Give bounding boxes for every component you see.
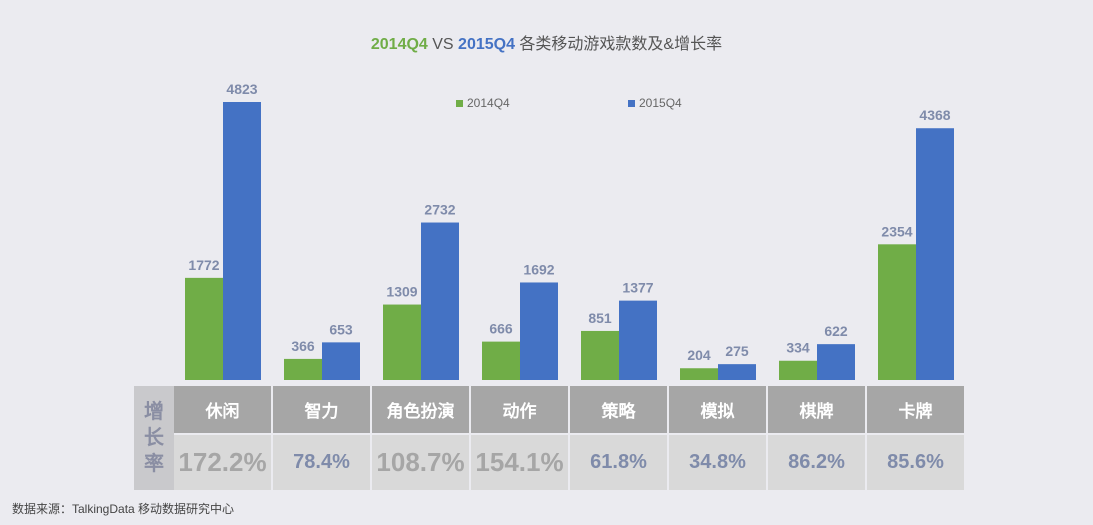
legend-item-2015: 2015Q4 [628,96,682,110]
category-cell: 卡牌 [867,386,966,433]
category-cell: 休闲 [174,386,273,433]
growth-rate-cell: 108.7% [372,435,471,490]
bar-2015-6 [817,344,855,380]
bar-2015-1 [322,342,360,380]
legend-label-2014: 2014Q4 [467,96,510,110]
category-cell: 智力 [273,386,372,433]
title-vs: VS [427,36,459,53]
category-cell: 角色扮演 [372,386,471,433]
data-label-2015-6: 622 [824,323,848,339]
growth-rate-cell: 85.6% [867,435,966,490]
source-note: 数据来源：TalkingData 移动数据研究中心 [12,502,235,516]
data-label-2014-7: 2354 [881,223,912,239]
legend-label-2015: 2015Q4 [639,96,682,110]
bar-2015-4 [619,300,657,380]
bar-2015-2 [421,222,459,380]
data-label-2015-4: 1377 [622,280,653,296]
data-label-2014-5: 204 [687,347,711,363]
bar-2015-5 [718,364,756,380]
legend-swatch-2015 [628,99,635,107]
title-series-b: 2015Q4 [458,36,515,53]
bar-2014-3 [482,341,520,380]
bar-2014-5 [680,368,718,380]
growth-rate-cell: 34.8% [669,435,768,490]
data-label-2014-4: 851 [588,310,612,326]
legend-swatch-2014 [456,99,463,107]
data-label-2015-0: 4823 [226,81,257,97]
bar-2015-0 [223,102,261,380]
title-series-a: 2014Q4 [370,36,428,53]
row-label-char: 增 [144,401,164,423]
row-label-char: 长 [144,427,164,449]
bar-2015-3 [520,282,558,380]
chart-title: 2014Q4 VS 2015Q4 各类移动游戏款数及&增长率 [0,30,1093,54]
category-cell: 棋牌 [768,386,867,433]
category-cell: 模拟 [669,386,768,433]
bar-2015-7 [916,128,954,380]
data-label-2015-2: 2732 [424,202,455,218]
category-cell: 策略 [570,386,669,433]
bar-2014-7 [878,244,916,380]
row-label-char: 率 [144,453,164,475]
growth-rate-row-label: 增 长 率 [134,386,174,490]
data-label-2014-6: 334 [786,340,810,356]
growth-rate-table: 增 长 率 休闲 172.2% 智力 78.4% 角色扮演 108.7% 动作 154.1% 策… [134,386,966,490]
category-cell: 动作 [471,386,570,433]
data-label-2015-7: 4368 [919,107,950,123]
growth-rate-cell: 61.8% [570,435,669,490]
bar-2014-6 [779,360,817,380]
growth-rate-cell: 172.2% [174,435,273,490]
growth-rate-cell: 86.2% [768,435,867,490]
bar-2014-2 [383,304,421,380]
growth-rate-cell: 154.1% [471,435,570,490]
growth-rate-cell: 78.4% [273,435,372,490]
data-label-2015-1: 653 [329,321,353,337]
bar-2014-0 [185,277,223,380]
data-label-2014-2: 1309 [386,284,417,300]
data-label-2015-5: 275 [725,343,749,359]
data-label-2014-0: 1772 [188,257,219,273]
data-label-2015-3: 1692 [523,261,554,277]
data-label-2014-1: 366 [291,338,315,354]
bar-chart: 1772 4823 366 653 1309 2732 666 1692 851 1377 204 2… [185,81,954,380]
title-rest: 各类移动游戏款数及&增长率 [514,36,723,53]
legend-item-2014: 2014Q4 [456,96,510,110]
data-label-2014-3: 666 [489,321,513,337]
bar-2014-1 [284,358,322,380]
bar-2014-4 [581,330,619,380]
